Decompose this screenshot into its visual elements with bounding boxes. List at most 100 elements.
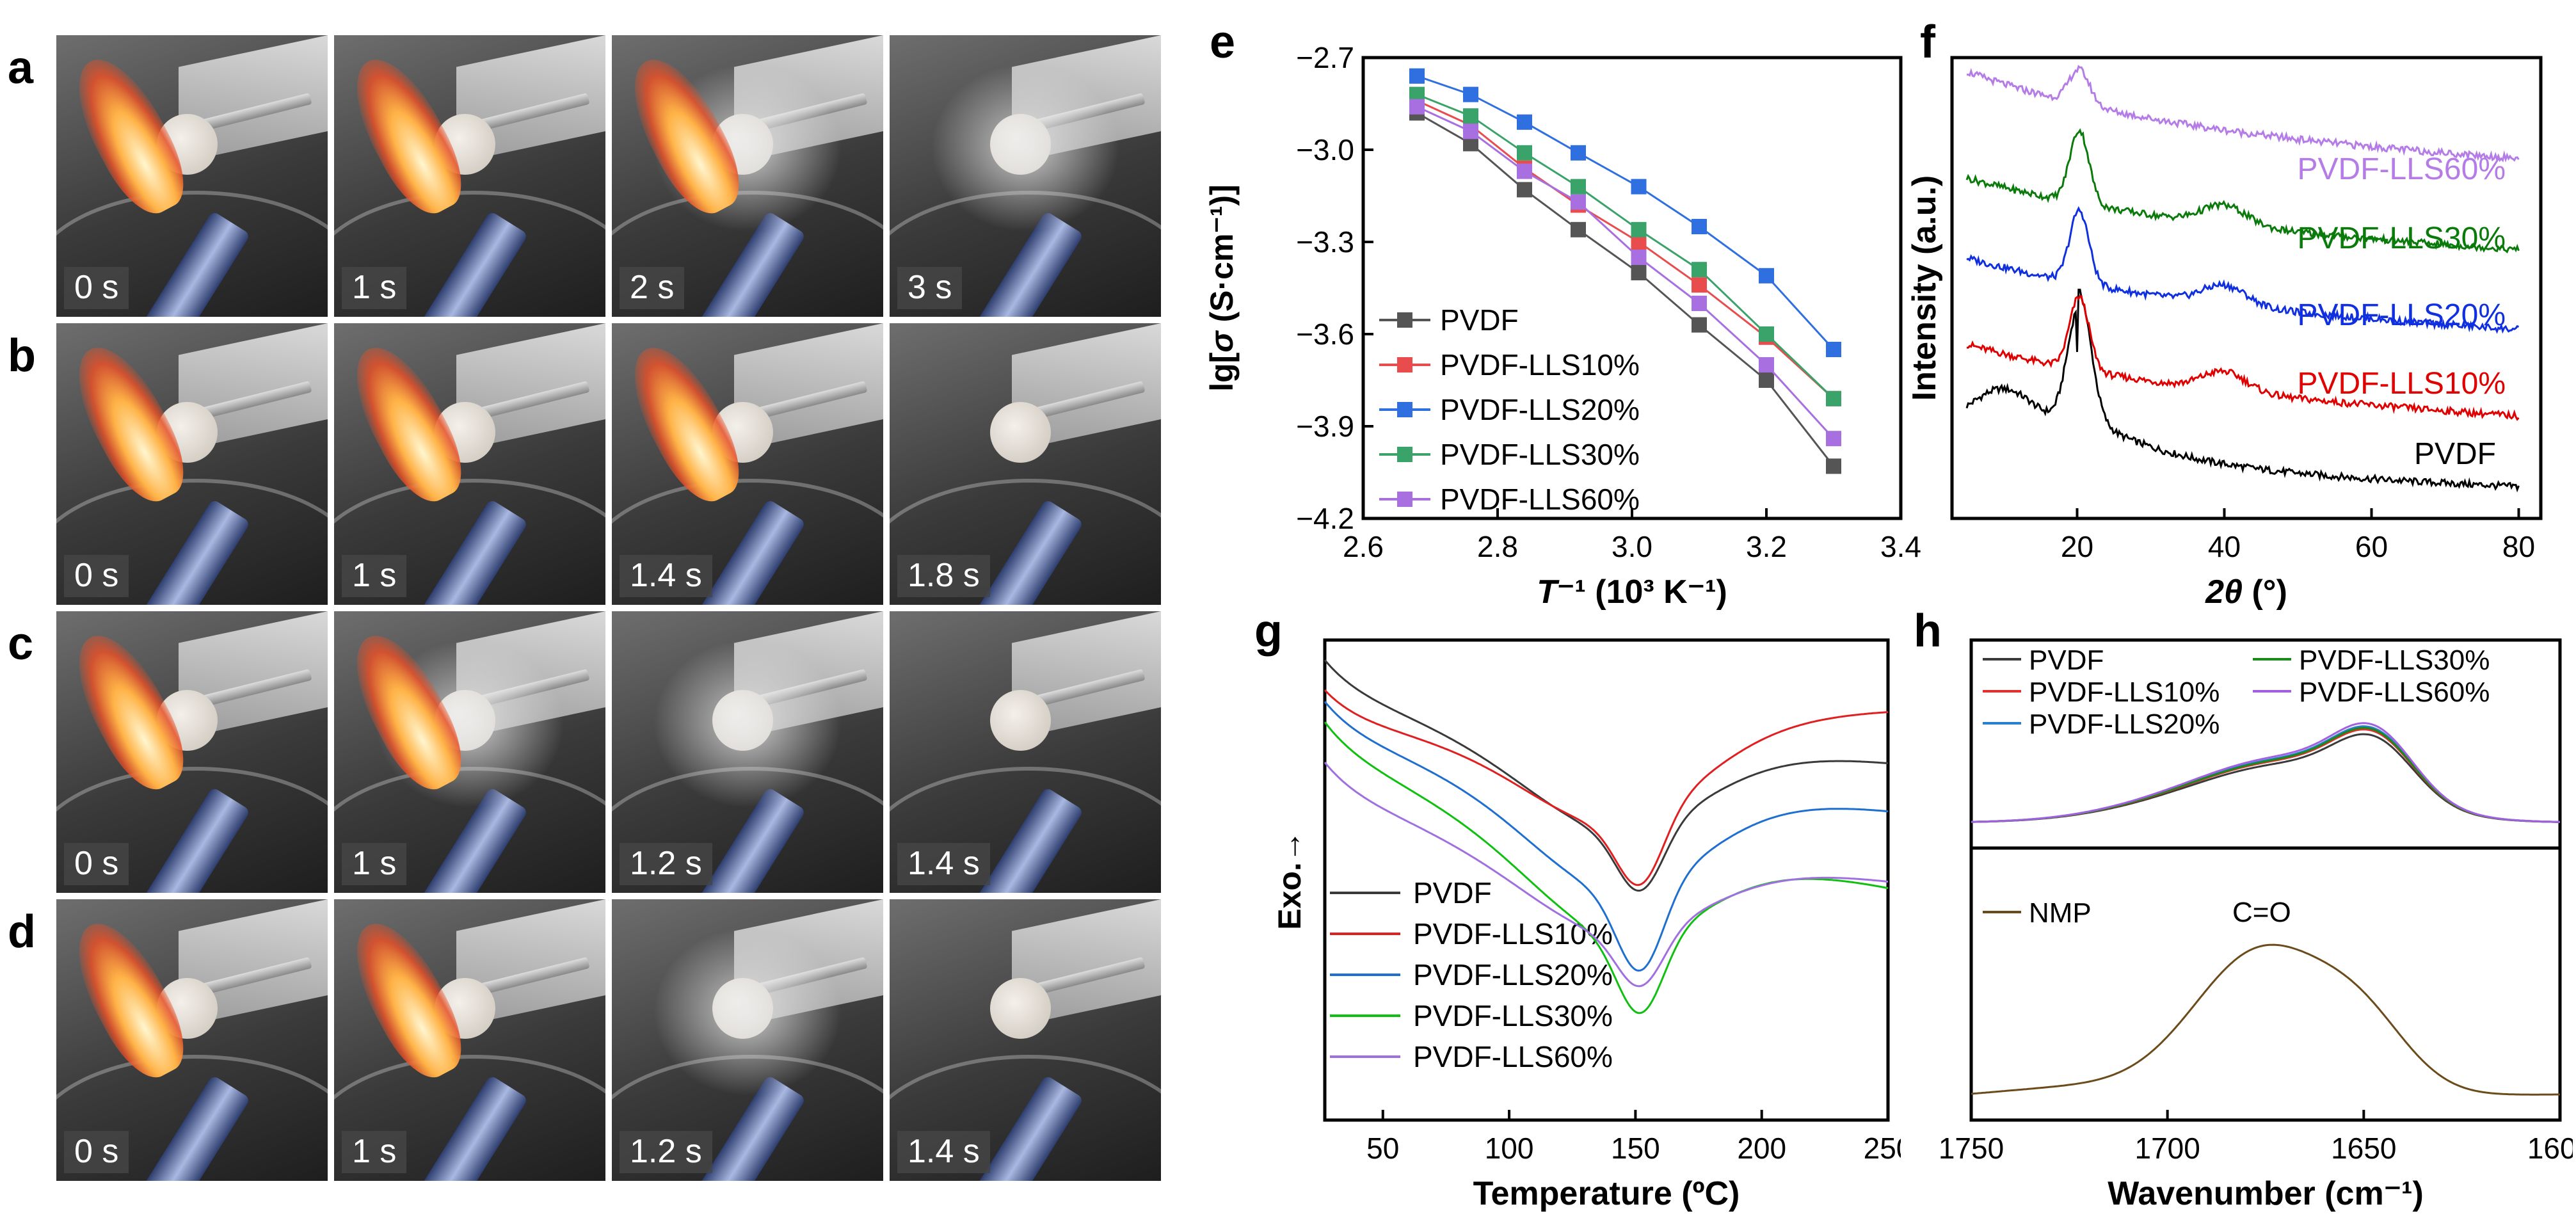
photo-b-3: 1.4 s	[612, 323, 883, 605]
legend-label-h: PVDF-LLS30%	[2299, 645, 2490, 676]
data-point-e-4	[1631, 250, 1647, 265]
x-tick-label-f: 20	[2061, 530, 2093, 563]
photo-a-3: 2 s	[612, 35, 883, 317]
x-axis-label-e: T⁻¹ (10³ K⁻¹)	[1537, 573, 1727, 611]
y-tick-label-e: −4.2	[1296, 502, 1354, 535]
data-point-e-2	[1517, 114, 1532, 130]
photo-c-2: 1 s	[334, 611, 605, 893]
legend-label-h: PVDF-LLS10%	[2029, 677, 2220, 708]
y-tick-label-e: −2.7	[1296, 41, 1354, 74]
data-point-e-2	[1571, 145, 1586, 161]
data-point-e-0	[1826, 458, 1841, 474]
data-point-e-4	[1759, 357, 1774, 373]
legend-marker-e	[1397, 492, 1412, 507]
dsc-curve-1	[1324, 689, 1889, 886]
time-label: 1.4 s	[897, 843, 990, 885]
y-tick-label-e: −3.9	[1296, 410, 1354, 443]
series-line-e-2	[1416, 75, 1835, 351]
photo-d-3: 1.2 s	[612, 899, 883, 1181]
curve-label-f: PVDF-LLS10%	[2298, 367, 2506, 401]
data-point-e-2	[1692, 219, 1707, 234]
x-tick-label-g: 250	[1864, 1132, 1901, 1165]
legend-label-e: PVDF	[1440, 303, 1519, 337]
data-point-e-3	[1826, 390, 1841, 406]
dsc-curve-4	[1324, 762, 1889, 988]
x-tick-label-g: 100	[1485, 1132, 1534, 1165]
data-point-e-2	[1409, 68, 1425, 84]
y-tick-label-e: −3.6	[1296, 317, 1354, 351]
data-point-e-2	[1826, 342, 1841, 357]
xrd-curve-3	[1965, 128, 2520, 254]
legend-label-e: PVDF-LLS10%	[1440, 348, 1640, 381]
time-label: 1 s	[342, 555, 407, 597]
data-point-e-3	[1759, 326, 1774, 342]
data-point-e-0	[1759, 373, 1774, 388]
photo-c-3: 1.2 s	[612, 611, 883, 893]
curve-label-f: PVDF	[2414, 437, 2496, 471]
x-tick-label-f: 80	[2502, 530, 2535, 563]
data-point-e-4	[1571, 194, 1586, 210]
legend-label-g: PVDF-LLS60%	[1413, 1040, 1613, 1073]
axes-frame-f	[1950, 56, 2543, 520]
legend-marker-e	[1397, 447, 1412, 462]
panel-label-h: h	[1914, 608, 1942, 657]
data-point-e-4	[1517, 163, 1532, 179]
legend-label-e: PVDF-LLS20%	[1440, 393, 1640, 426]
legend-label-g: PVDF-LLS20%	[1413, 958, 1613, 991]
panel-label-g: g	[1254, 608, 1283, 657]
x-tick-label-e: 2.6	[1343, 530, 1384, 563]
annotation-carbonyl: C=O	[2232, 897, 2291, 928]
x-axis-label-f: 2θ (°)	[2205, 573, 2287, 611]
dsc-curve-2	[1324, 701, 1889, 972]
xrd-curve-1	[1966, 295, 2520, 421]
legend-label-h: PVDF	[2029, 645, 2104, 676]
data-point-e-3	[1463, 108, 1478, 124]
time-label: 1.4 s	[620, 555, 712, 597]
ftir-top-curve-0	[1971, 733, 2561, 823]
data-point-e-0	[1571, 221, 1586, 237]
axes-frame-h-bottom	[1969, 846, 2562, 1122]
chart-g-dsc: g 50 100 150 200 250 Temperature (ºC) Exo.→ PVDF…	[1254, 608, 1901, 1212]
data-point-e-0	[1692, 317, 1707, 333]
legend-label-g: PVDF-LLS30%	[1413, 999, 1613, 1032]
xrd-curve-0	[1965, 289, 2520, 493]
photo-a-4: 3 s	[890, 35, 1161, 317]
x-tick-label-h: 1650	[2331, 1132, 2396, 1165]
x-axis-label-h: Wavenumber (cm⁻¹)	[2108, 1175, 2424, 1212]
photo-c-1: 0 s	[56, 611, 328, 893]
x-tick-label-h: 1750	[1939, 1132, 2004, 1165]
legend-label-h-nmp: NMP	[2029, 897, 2092, 929]
panel-label-e: e	[1210, 17, 1235, 68]
legend-label-h: PVDF-LLS20%	[2029, 709, 2220, 740]
time-label: 1.8 s	[897, 555, 990, 597]
x-tick-label-h: 1700	[2134, 1132, 2200, 1165]
y-axis-label-f: Intensity (a.u.)	[1906, 175, 1943, 401]
photo-d-4: 1.4 s	[890, 899, 1161, 1181]
photo-d-2: 1 s	[334, 899, 605, 1181]
xrd-curve-2	[1966, 205, 2520, 334]
chart-e-conductivity: e 2.6 2.8 3.0 3.2 3.4 −2.7 −3.0 −3.3 −3.6 −3.9 −4.2…	[1204, 17, 1921, 611]
row-label-c: c	[8, 618, 34, 669]
time-label: 0 s	[64, 1131, 129, 1173]
series-line-e-1	[1416, 99, 1835, 399]
ftir-top-curve-1	[1971, 728, 2561, 823]
time-label: 1.4 s	[897, 1131, 990, 1173]
data-point-e-2	[1759, 268, 1774, 284]
time-label: 2 s	[620, 267, 685, 309]
y-tick-label-e: −3.0	[1296, 133, 1354, 166]
time-label: 0 s	[64, 843, 129, 885]
time-label: 1 s	[342, 1131, 407, 1173]
photo-a-2: 1 s	[334, 35, 605, 317]
legend-label-e: PVDF-LLS60%	[1440, 483, 1640, 516]
y-axis-label-g: Exo.→	[1272, 830, 1308, 930]
photo-a-1: 0 s	[56, 35, 328, 317]
x-tick-label-f: 60	[2355, 530, 2388, 563]
x-axis-label-g: Temperature (ºC)	[1473, 1175, 1740, 1212]
photo-b-1: 0 s	[56, 323, 328, 605]
axes-frame-g	[1323, 638, 1890, 1122]
time-label: 0 s	[64, 267, 129, 309]
data-point-e-4	[1463, 124, 1478, 140]
data-point-e-2	[1463, 86, 1478, 102]
legend-label-g: PVDF	[1413, 876, 1492, 909]
legend-marker-e	[1397, 312, 1412, 328]
